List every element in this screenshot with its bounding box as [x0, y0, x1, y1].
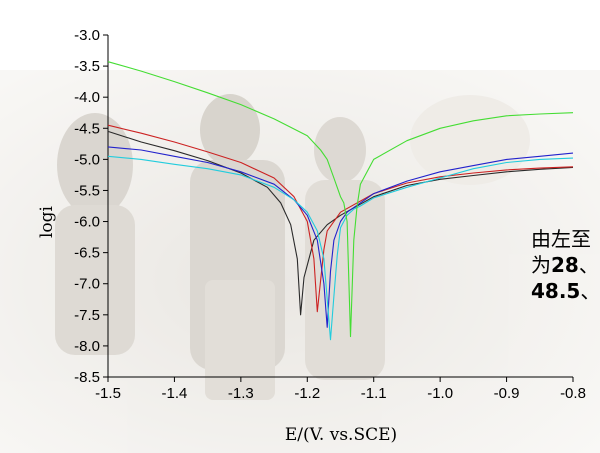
y-tick-label: -8.0: [74, 338, 100, 355]
caption-segment: 48.5: [531, 279, 581, 303]
x-axis-title: E/(V. vs.SCE): [285, 425, 397, 445]
y-tick-label: -3.0: [74, 27, 100, 44]
caption-line: 由左至: [531, 226, 600, 252]
y-tick-label: -6.0: [74, 214, 100, 231]
y-tick-label: -4.0: [74, 89, 100, 106]
x-tick-label: -1.3: [228, 385, 254, 402]
background-photo: [0, 70, 600, 453]
y-tick-label: -5.5: [74, 182, 100, 199]
series-line-4: [107, 155, 574, 341]
series-line-5: [107, 61, 574, 338]
series-line-3: [107, 146, 574, 328]
x-tick-label: -1.5: [95, 385, 121, 402]
caption-line: 48.5、: [531, 278, 600, 304]
series-line-2: [107, 124, 574, 313]
caption-segment: 28: [551, 253, 579, 277]
caption-segment: 为: [531, 253, 551, 277]
x-tick-label: -1.1: [361, 385, 387, 402]
y-axis-title: logi: [37, 205, 57, 238]
y-tick-label: -5.0: [74, 151, 100, 168]
caption-line: 为28、: [531, 252, 600, 278]
caption-segment: 、: [578, 253, 599, 277]
x-tick-label: -1.0: [427, 385, 453, 402]
axes: [107, 35, 573, 378]
x-tick-label: -1.2: [294, 385, 320, 402]
x-tick-label: -1.4: [161, 385, 187, 402]
x-tick-label: -0.9: [494, 385, 520, 402]
y-tick-label: -7.0: [74, 276, 100, 293]
y-tick-label: -4.5: [74, 120, 100, 137]
caption-segment: 由左至: [531, 227, 591, 251]
y-tick-label: -8.5: [74, 369, 100, 386]
series-layer: [107, 61, 574, 341]
y-tick-label: -7.5: [74, 307, 100, 324]
caption-text: 由左至 为28、 48.5、: [531, 226, 600, 304]
ticks: -1.5 -1.4 -1.3 -1.2 -1.1 -1.0 -0.9 -0.8 -3.0 -3.5…: [74, 27, 586, 402]
series-line-1: [107, 130, 574, 316]
y-tick-label: -3.5: [74, 58, 100, 75]
caption-segment: 、: [580, 279, 600, 303]
y-tick-label: -6.5: [74, 245, 100, 262]
x-tick-label: -0.8: [560, 385, 586, 402]
